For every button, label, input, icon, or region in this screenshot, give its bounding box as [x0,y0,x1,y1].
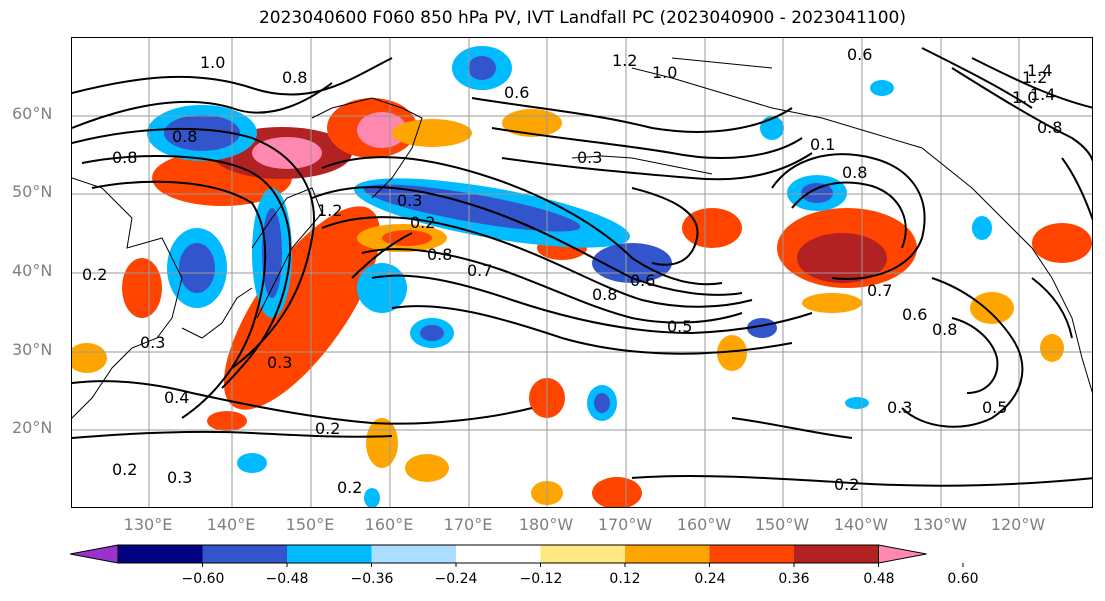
contour-label: 1.2 [317,201,342,220]
contour-label: 0.8 [112,148,137,167]
contour-label: 0.1 [810,135,835,154]
contour-label: 0.6 [630,271,655,290]
contour-label: 1.4 [1027,61,1052,80]
colorbar-segment [287,545,372,563]
contour-label: 0.4 [164,388,189,407]
positive-anomaly-shading [72,98,1092,507]
contour-label: 0.3 [140,333,165,352]
contour-label: 1.0 [1012,88,1037,107]
contour-label: 1.0 [652,63,677,82]
lon-label: 140°E [206,515,256,534]
contour-label: 0.3 [167,468,192,487]
contour-label: 0.6 [504,83,529,102]
colorbar-extend-low [70,544,119,564]
contour-label: 0.2 [315,419,340,438]
colorbar-segments [70,544,927,564]
contour-label: 0.3 [887,398,912,417]
lat-label: 20°N [12,418,53,437]
colorbar-tick-label: 0.24 [694,571,726,587]
contour-label: 1.4 [1030,85,1055,104]
lon-label: 160°E [364,515,414,534]
colorbar-segment [118,545,203,563]
lon-label: 160°W [676,515,732,534]
lat-label: 40°N [12,261,53,280]
colorbar-tick-label: −0.36 [350,571,394,587]
contour-label: 0.8 [427,245,452,264]
colorbar-segment [709,545,795,563]
colorbar-tick-label: −0.48 [265,571,309,587]
contour-label: 0.2 [112,460,137,479]
contour-label: 0.8 [172,127,197,146]
coastlines [72,57,1092,419]
lat-label: 60°N [12,104,53,123]
contour-label: 1.2 [1022,68,1047,87]
colorbar [70,544,964,567]
contour-label: 0.8 [842,163,867,182]
contour-label: 0.5 [982,398,1007,417]
colorbar-tick-label: 0.36 [778,571,810,587]
contour-label: 1.2 [612,51,637,70]
map-canvas: 1.0 0.8 0.6 1.2 1.4 0.6 1.0 0.8 0.8 0.3 … [72,38,1092,507]
contour-label: 0.8 [932,320,957,339]
colorbar-tick-label: −0.12 [519,571,563,587]
contour-label: 0.8 [592,285,617,304]
pv-contours [72,47,1092,487]
colorbar-tick-label: −0.60 [181,571,225,587]
contour-labels: 1.0 0.8 0.6 1.2 1.4 0.6 1.0 0.8 0.8 0.3 … [82,45,1062,497]
map-title: 2023040600 F060 850 hPa PV, IVT Landfall… [258,8,906,28]
contour-label: 0.3 [577,148,602,167]
lon-label: 170°W [597,515,653,534]
contour-label: 0.2 [337,478,362,497]
lon-label: 130°E [123,515,173,534]
contour-label: 0.8 [1037,118,1062,137]
lat-lon-grid [72,38,1092,507]
colorbar-segment [456,545,541,563]
lat-label: 30°N [12,340,53,359]
contour-label: 0.8 [282,68,307,87]
colorbar-tick-label: −0.24 [434,571,478,587]
lon-label: 170°E [443,515,493,534]
contour-label: 0.7 [467,261,492,280]
contour-label: 0.2 [410,213,435,232]
lon-label: 120°W [990,515,1046,534]
colorbar-tick-label: 0.48 [863,571,895,587]
colorbar-tick-label: 0.12 [609,571,641,587]
lon-label: 150°W [754,515,810,534]
lon-label: 180°W [518,515,574,534]
contour-label: 1.0 [200,53,225,72]
colorbar-tick-label: 0.60 [947,571,979,587]
colorbar-outline [117,544,879,564]
contour-label: 0.2 [82,265,107,284]
colorbar-segment [794,545,879,563]
lon-label: 130°W [912,515,968,534]
colorbar-ticks [202,563,964,567]
contour-label: 0.6 [902,305,927,324]
colorbar-segment [371,545,457,563]
lon-label: 150°E [285,515,335,534]
colorbar-extend-high [878,544,927,564]
lat-label: 50°N [12,182,53,201]
negative-anomaly-shading [147,46,992,507]
contour-label: 0.2 [834,475,859,494]
colorbar-segment [540,545,626,563]
contour-label: 0.6 [847,45,872,64]
contour-label: 0.3 [397,191,422,210]
map-panel: 1.0 0.8 0.6 1.2 1.4 0.6 1.0 0.8 0.8 0.3 … [71,37,1093,508]
contour-label: 0.3 [267,353,292,372]
colorbar-segment [202,545,288,563]
lon-label: 140°W [833,515,889,534]
contour-label: 0.7 [867,281,892,300]
colorbar-segment [625,545,710,563]
contour-label: 0.5 [667,317,692,336]
